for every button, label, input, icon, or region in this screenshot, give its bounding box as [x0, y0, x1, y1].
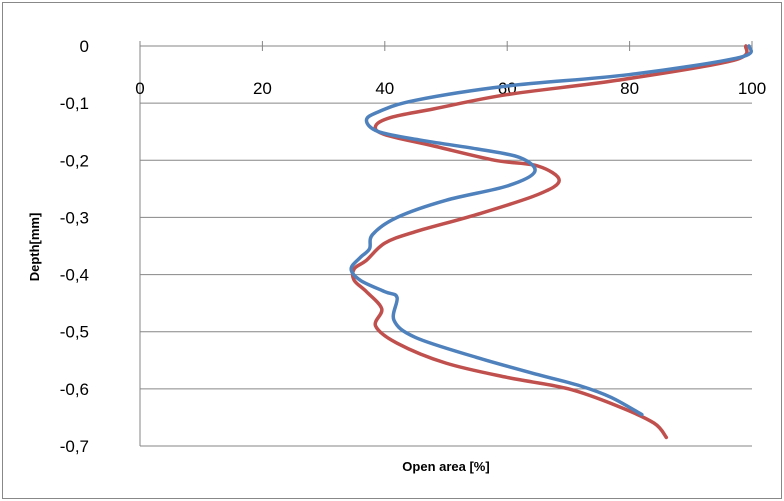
- y-tick-label: 0: [80, 37, 89, 56]
- series-line-0: [349, 44, 753, 417]
- axes: [139, 41, 753, 446]
- y-tick-label: -0,5: [60, 323, 89, 342]
- x-tick-label: 20: [253, 79, 272, 98]
- y-tick-label: -0,6: [60, 380, 89, 399]
- y-tick-label: -0,1: [60, 94, 89, 113]
- y-tick-labels: 0 -0,1 -0,2 -0,3 -0,4 -0,5 -0,6 -0,7: [60, 37, 89, 456]
- y-tick-label: -0,7: [60, 437, 89, 456]
- y-tick-label: -0,2: [60, 151, 89, 170]
- x-axis-title: Open area [%]: [402, 459, 489, 474]
- x-tick-label: 40: [375, 79, 394, 98]
- x-tick-label: 100: [738, 79, 766, 98]
- y-tick-label: -0,3: [60, 208, 89, 227]
- x-tick-label: 0: [135, 79, 144, 98]
- x-tick-label: 80: [620, 79, 639, 98]
- y-axis-title: Depth[mm]: [27, 213, 42, 282]
- series-lines: [349, 44, 753, 440]
- gridlines: [140, 102, 752, 447]
- y-tick-label: -0,4: [60, 266, 89, 285]
- series-line-1: [350, 44, 749, 440]
